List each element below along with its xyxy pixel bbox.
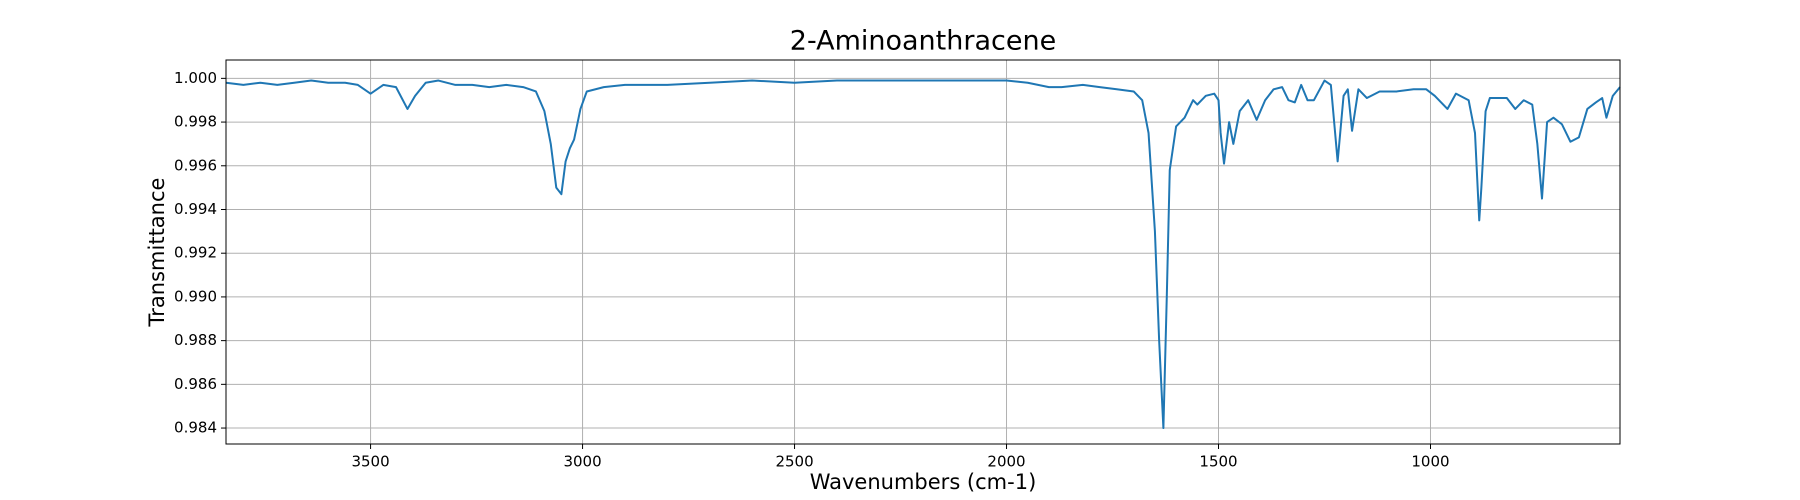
y-tick-label: 0.990	[174, 287, 217, 305]
x-axis-label: Wavenumbers (cm-1)	[810, 470, 1037, 494]
y-tick-label: 0.996	[174, 156, 217, 174]
y-tick-label: 1.000	[174, 69, 217, 87]
x-tick-label: 1500	[1199, 453, 1237, 471]
y-tick-label: 0.992	[174, 244, 217, 262]
y-axis-label: Transmittance	[145, 178, 169, 328]
y-tick-label: 0.984	[174, 419, 217, 437]
y-tick-label: 0.994	[174, 200, 217, 218]
x-tick-label: 3000	[563, 453, 601, 471]
y-tick-label: 0.998	[174, 113, 217, 131]
y-tick-label: 0.988	[174, 331, 217, 349]
x-tick-label: 1000	[1411, 453, 1449, 471]
x-tick-label: 2500	[775, 453, 813, 471]
spectrum-line	[225, 79, 1621, 430]
x-tick-label: 3500	[351, 453, 389, 471]
x-tick-label: 2000	[987, 453, 1025, 471]
chart-title: 2-Aminoanthracene	[790, 26, 1056, 57]
plot-frame	[225, 59, 1621, 445]
y-tick-label: 0.986	[174, 375, 217, 393]
